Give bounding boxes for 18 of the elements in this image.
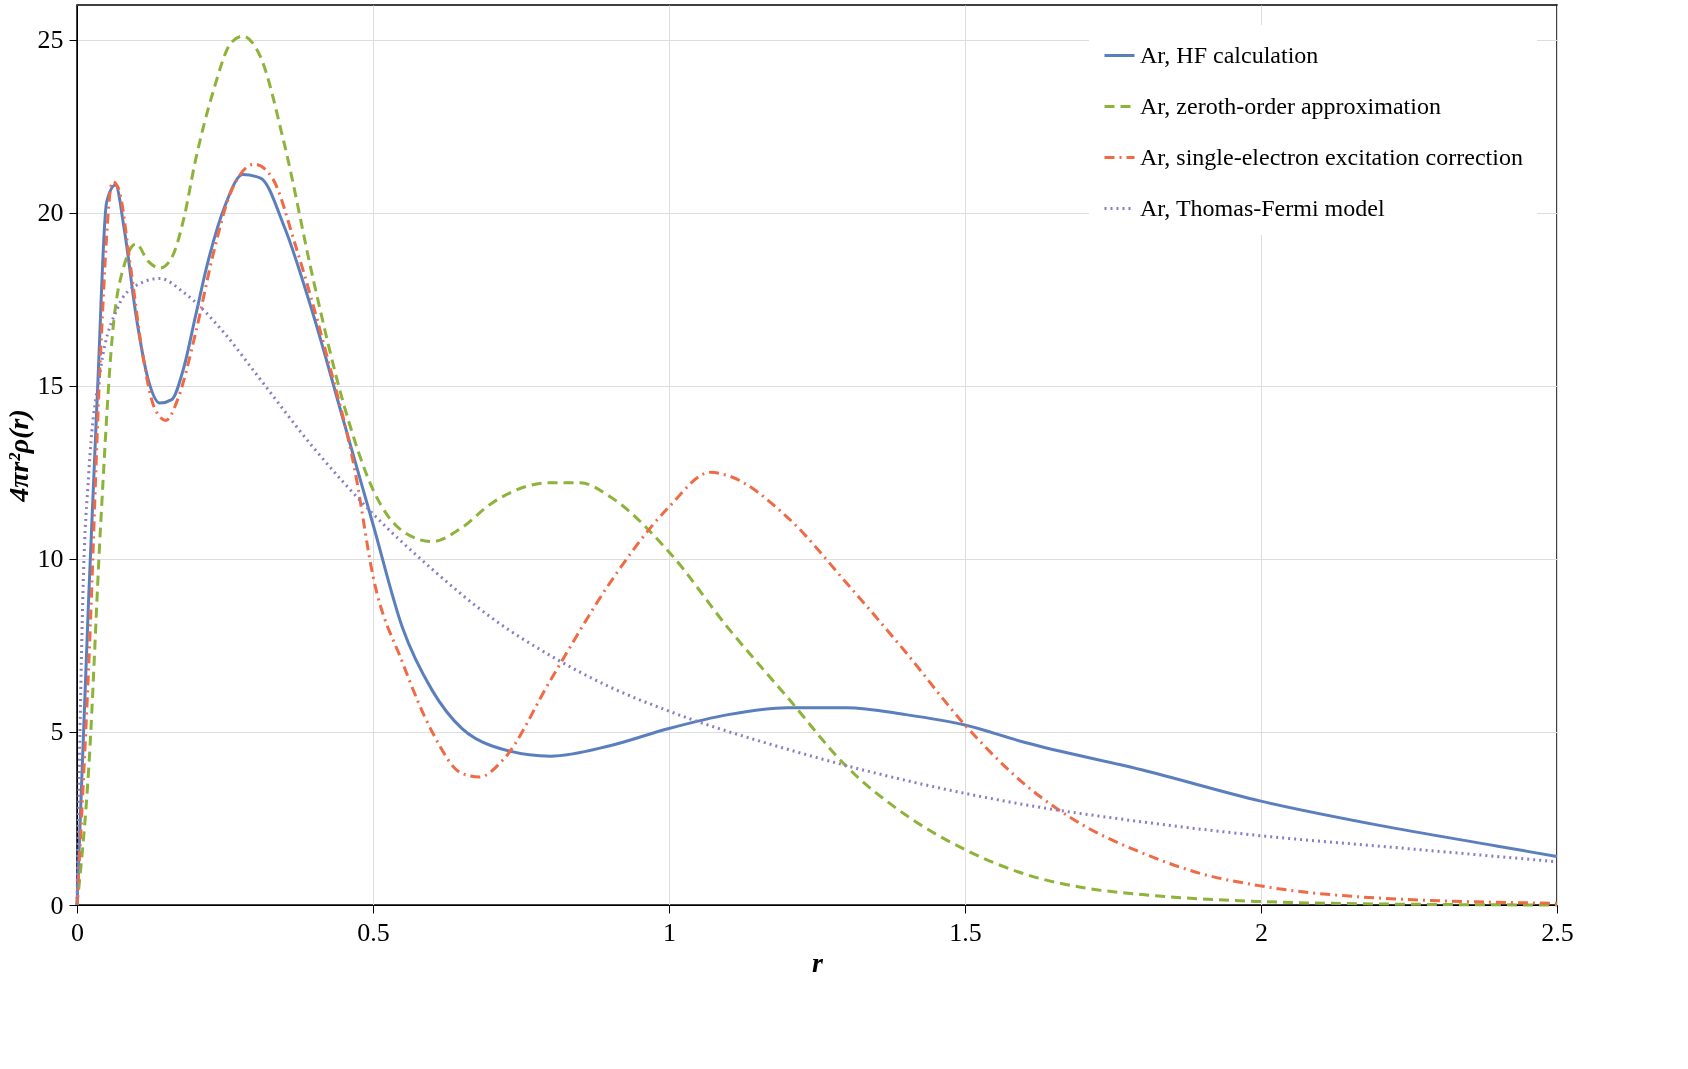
legend-label: Ar, Thomas-Fermi model [1140,194,1385,221]
x-tick-label: 2.5 [1541,917,1574,947]
y-tick-label: 10 [37,544,64,574]
y-tick-label: 20 [37,198,64,228]
x-tick-label: 2 [1255,917,1268,947]
y-tick-label: 25 [37,25,64,55]
x-tick-label: 1 [663,917,676,947]
legend-label: Ar, zeroth-order approximation [1140,92,1441,119]
x-tick-label: 0.5 [357,917,390,947]
y-axis-title: 4πr²ρ(r) [2,409,34,503]
y-tick-label: 0 [50,890,64,920]
x-axis-title: r [812,946,825,978]
legend-label: Ar, single-electron excitation correction [1140,143,1523,170]
legend-label: Ar, HF calculation [1140,41,1319,68]
y-tick-label: 15 [37,371,64,401]
x-tick-label: 0 [71,917,84,947]
y-tick-label: 5 [50,717,64,747]
x-tick-label: 1.5 [949,917,982,947]
